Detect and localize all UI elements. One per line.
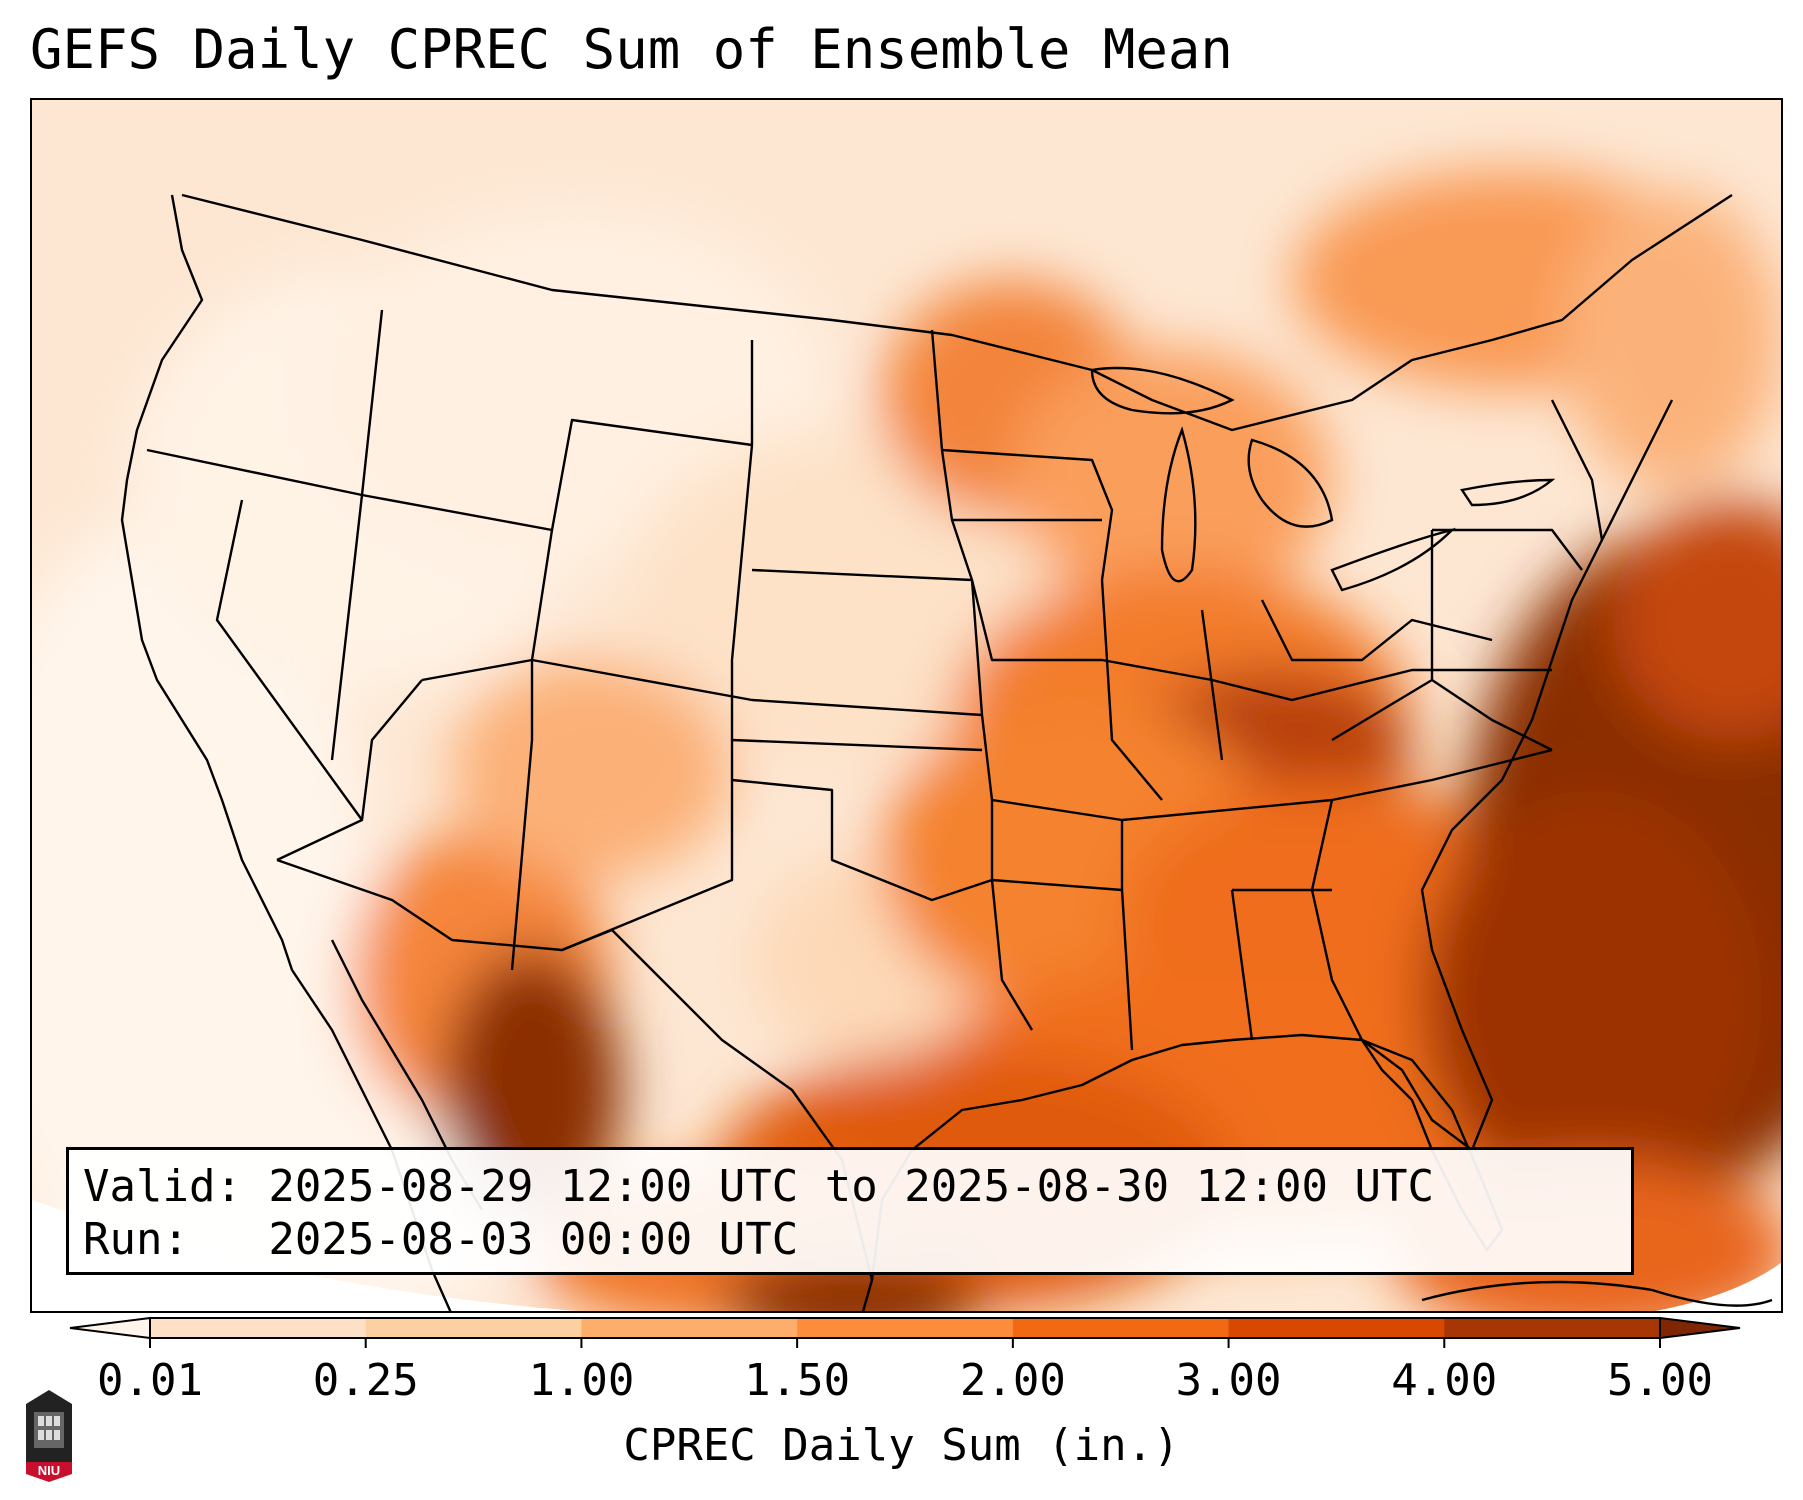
projection-edge-bottom-right — [1655, 1262, 1781, 1311]
colorbar-tick-label: 4.00 — [1391, 1355, 1498, 1406]
colorbar-tick-label: 2.00 — [959, 1355, 1066, 1406]
colorbar-label: CPREC Daily Sum (in.) — [623, 1420, 1180, 1471]
map-title: GEFS Daily CPREC Sum of Ensemble Mean — [30, 18, 1233, 81]
valid-time-line: Valid: 2025-08-29 12:00 UTC to 2025-08-3… — [83, 1161, 1435, 1212]
colorbar-segment — [365, 1318, 582, 1338]
colorbar-segment — [1012, 1318, 1230, 1338]
colorbar-segment — [581, 1318, 798, 1338]
map-borders — [120, 193, 1733, 1311]
colorbar-tick-label: 5.00 — [1607, 1355, 1713, 1406]
colorbar-segment — [1228, 1318, 1445, 1338]
niu-logo-icon: NIU — [26, 1390, 72, 1482]
great-lakes — [1090, 366, 1556, 592]
colorbar-tick-label: 0.01 — [97, 1355, 203, 1406]
colorbar-under-extend — [69, 1316, 151, 1340]
projection-edge-bottom-left — [32, 1200, 578, 1311]
lake-huron — [1247, 438, 1334, 528]
precip-shading — [32, 170, 1781, 1311]
colorbar-outline — [149, 1317, 1661, 1339]
valid-run-infobox: Valid: 2025-08-29 12:00 UTC to 2025-08-3… — [66, 1147, 1634, 1275]
colorbar-tick-label: 3.00 — [1175, 1355, 1282, 1406]
logo-text: NIU — [38, 1463, 60, 1478]
lake-michigan — [1160, 426, 1197, 583]
colorbar-over-extend — [1659, 1316, 1741, 1340]
map-panel[interactable] — [30, 98, 1783, 1313]
lake-ontario — [1460, 478, 1556, 507]
run-time-line: Run: 2025-08-03 00:00 UTC — [83, 1214, 799, 1265]
cuba-coastline — [1421, 1280, 1773, 1307]
pacific-coastline — [120, 194, 294, 971]
colorbar-tick-label: 0.25 — [312, 1355, 419, 1406]
lake-erie — [1330, 527, 1456, 592]
lake-superior — [1090, 366, 1235, 415]
colorbar-segment — [797, 1318, 1014, 1338]
colorbar-segment — [1444, 1318, 1661, 1338]
colorbar — [69, 1316, 1741, 1348]
colorbar-segment — [150, 1318, 367, 1338]
colorbar-tick-label: 1.00 — [528, 1355, 635, 1406]
colorbar-tick-label: 1.50 — [744, 1355, 851, 1406]
precip-map-svg — [32, 100, 1781, 1311]
